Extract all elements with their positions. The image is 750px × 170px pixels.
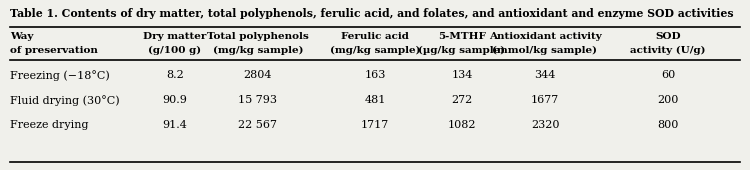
Text: Way: Way xyxy=(10,32,33,41)
Text: activity (U/g): activity (U/g) xyxy=(630,46,706,55)
Text: 2320: 2320 xyxy=(531,120,560,130)
Text: 134: 134 xyxy=(452,70,472,80)
Text: 163: 163 xyxy=(364,70,386,80)
Text: Freezing (−18°C): Freezing (−18°C) xyxy=(10,70,109,81)
Text: Fluid drying (30°C): Fluid drying (30°C) xyxy=(10,95,120,106)
Text: 481: 481 xyxy=(364,95,386,105)
Text: 8.2: 8.2 xyxy=(166,70,184,80)
Text: Dry matter: Dry matter xyxy=(143,32,207,41)
Text: 200: 200 xyxy=(657,95,679,105)
Text: 91.4: 91.4 xyxy=(163,120,188,130)
Text: 2804: 2804 xyxy=(244,70,272,80)
Text: 1717: 1717 xyxy=(361,120,389,130)
Text: 1677: 1677 xyxy=(531,95,559,105)
Text: 1082: 1082 xyxy=(448,120,476,130)
Text: of preservation: of preservation xyxy=(10,46,98,55)
Text: 800: 800 xyxy=(657,120,679,130)
Text: Freeze drying: Freeze drying xyxy=(10,120,88,130)
Text: Antioxidant activity: Antioxidant activity xyxy=(489,32,602,41)
Text: (mg/kg sample): (mg/kg sample) xyxy=(213,46,303,55)
Text: (mmol/kg sample): (mmol/kg sample) xyxy=(493,46,598,55)
Text: 15 793: 15 793 xyxy=(238,95,278,105)
Text: Table 1. Contents of dry matter, total polyphenols, ferulic acid, and folates, a: Table 1. Contents of dry matter, total p… xyxy=(10,8,734,19)
Text: 272: 272 xyxy=(452,95,472,105)
Text: 60: 60 xyxy=(661,70,675,80)
Text: (mg/kg sample): (mg/kg sample) xyxy=(330,46,420,55)
Text: 90.9: 90.9 xyxy=(163,95,188,105)
Text: (µg/kg sample): (µg/kg sample) xyxy=(419,46,506,55)
Text: 22 567: 22 567 xyxy=(238,120,278,130)
Text: 5-MTHF: 5-MTHF xyxy=(438,32,486,41)
Text: SOD: SOD xyxy=(656,32,681,41)
Text: Ferulic acid: Ferulic acid xyxy=(341,32,409,41)
Text: Total polyphenols: Total polyphenols xyxy=(207,32,309,41)
Text: 344: 344 xyxy=(534,70,556,80)
Text: (g/100 g): (g/100 g) xyxy=(148,46,202,55)
